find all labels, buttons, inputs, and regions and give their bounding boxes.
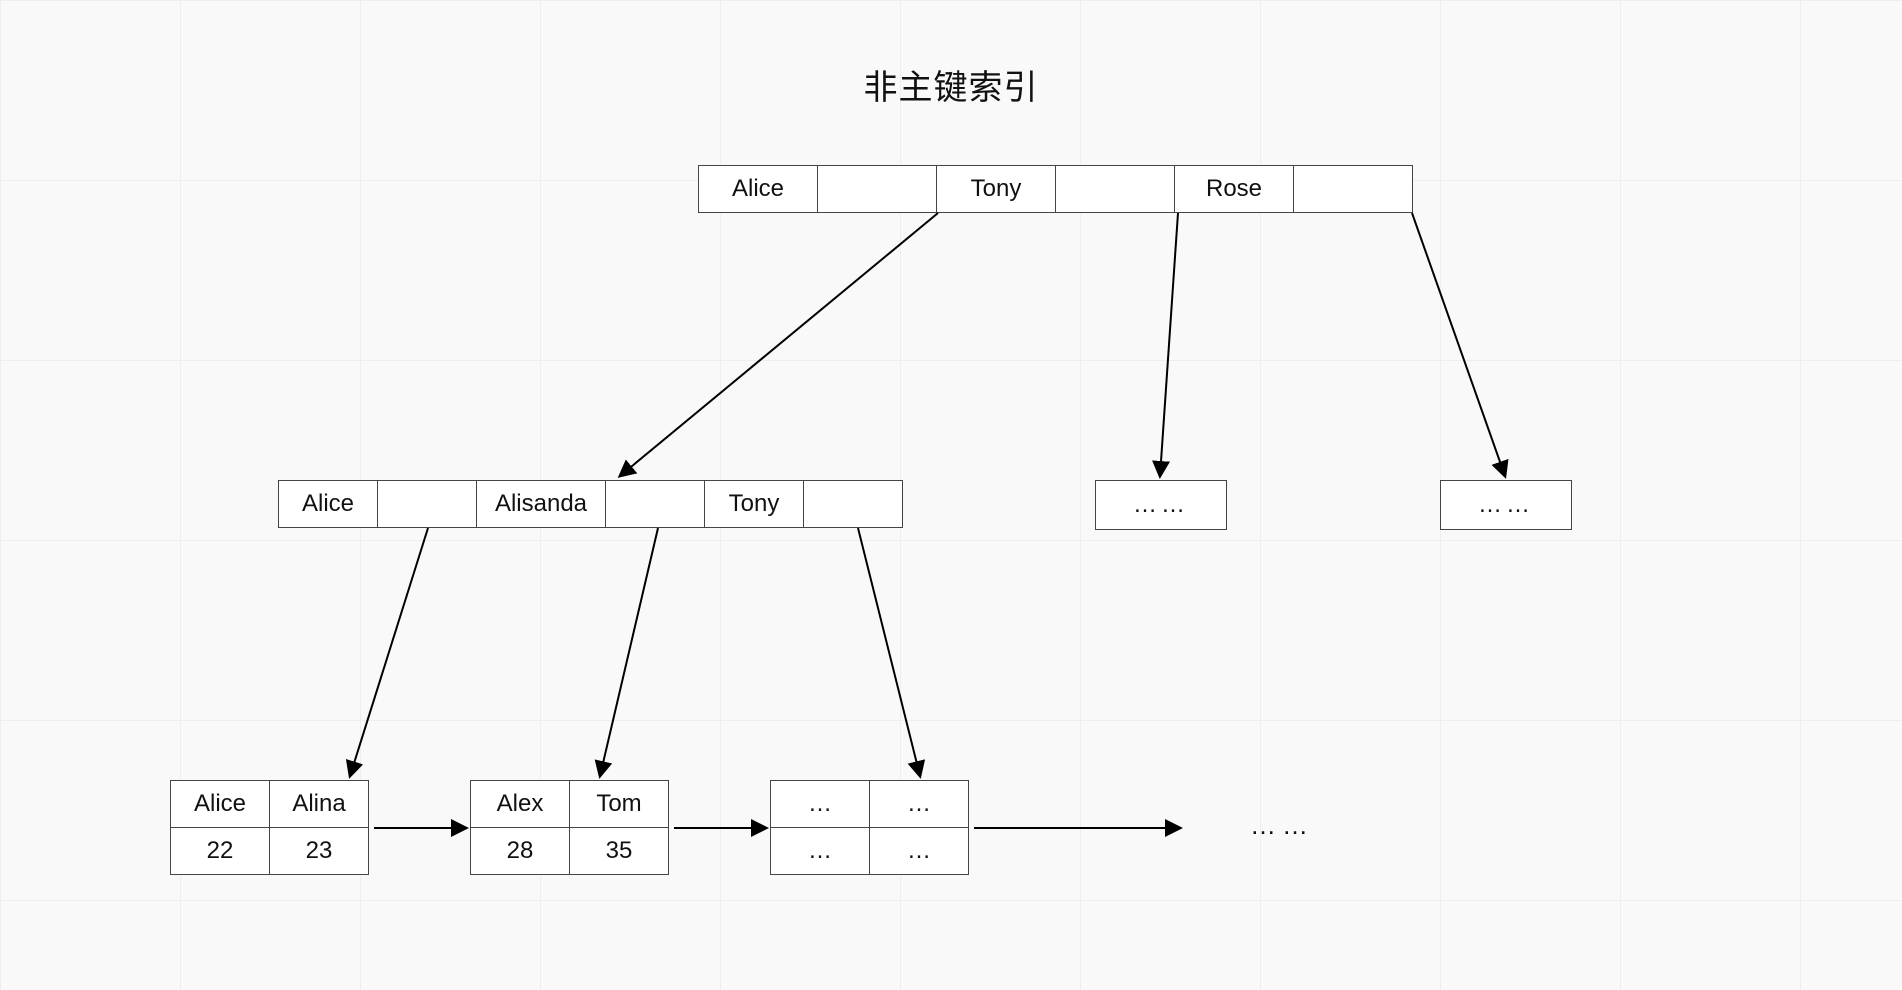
leaf-cell: Alex [470, 780, 570, 828]
leaf-cell: … [869, 827, 969, 875]
internal-cell: Tony [704, 480, 804, 528]
edge-arrow [620, 213, 938, 476]
leaf-cell: Tom [569, 780, 669, 828]
leaf-cell: … [869, 780, 969, 828]
root-cell [1055, 165, 1175, 213]
edge-arrow [1160, 213, 1178, 476]
edge-arrow [350, 528, 428, 776]
diagram-title: 非主键索引 [864, 60, 1039, 109]
internal-cell [803, 480, 903, 528]
ellipsis-node: …… [1095, 480, 1227, 530]
ellipsis-node: …… [1440, 480, 1572, 530]
ellipsis-text: …… [1250, 810, 1314, 841]
leaf-cell: … [770, 780, 870, 828]
internal-cell: Alice [278, 480, 378, 528]
leaf-cell: 28 [470, 827, 570, 875]
root-cell [1293, 165, 1413, 213]
leaf-node: Alice Alina 22 23 [170, 780, 370, 876]
leaf-node: … … … … [770, 780, 970, 876]
root-cell [817, 165, 937, 213]
root-cell: Tony [936, 165, 1056, 213]
internal-node: Alice Alisanda Tony [278, 480, 903, 528]
edge-arrow [858, 528, 920, 776]
root-cell: Alice [698, 165, 818, 213]
leaf-cell: 22 [170, 827, 270, 875]
leaf-cell: Alina [269, 780, 369, 828]
leaf-cell: 23 [269, 827, 369, 875]
leaf-cell: … [770, 827, 870, 875]
internal-cell [605, 480, 705, 528]
root-node: Alice Tony Rose [698, 165, 1413, 213]
root-cell: Rose [1174, 165, 1294, 213]
leaf-cell: 35 [569, 827, 669, 875]
internal-cell [377, 480, 477, 528]
edge-arrow [600, 528, 658, 776]
edge-arrow [1412, 213, 1505, 476]
internal-cell: Alisanda [476, 480, 606, 528]
leaf-cell: Alice [170, 780, 270, 828]
leaf-node: Alex Tom 28 35 [470, 780, 670, 876]
